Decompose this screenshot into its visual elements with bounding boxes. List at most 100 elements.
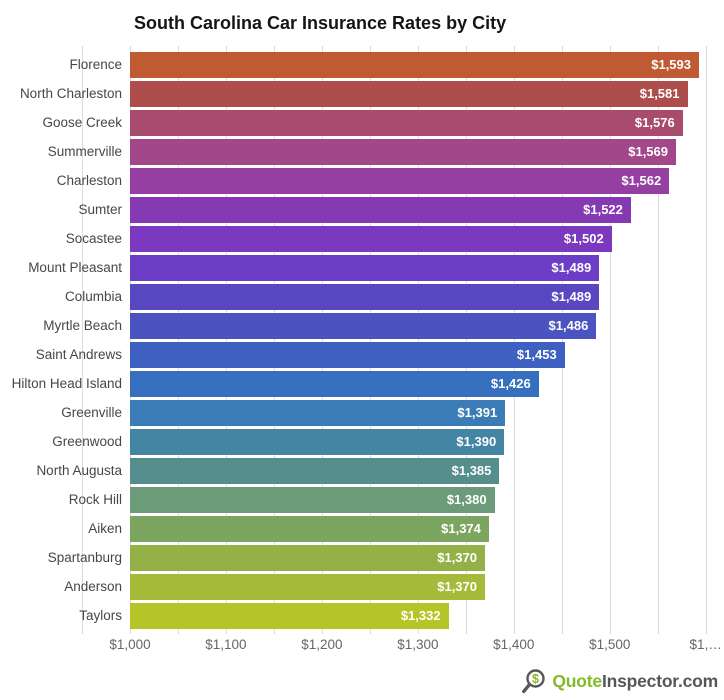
bar: $1,385 [130, 458, 500, 484]
category-label: Florence [69, 57, 122, 72]
bar-row: Rock Hill $1,380 [0, 487, 724, 513]
bar-value-label: $1,489 [551, 289, 592, 304]
bar-value-label: $1,489 [551, 260, 592, 275]
bar-row: Summerville $1,569 [0, 139, 724, 165]
bar-value-label: $1,453 [516, 347, 557, 362]
category-label: Taylors [79, 608, 122, 623]
bar-value-label: $1,390 [456, 434, 497, 449]
category-label: Mount Pleasant [28, 260, 122, 275]
bar-value-label: $1,370 [437, 550, 477, 565]
gridline [225, 46, 227, 634]
bar: $1,569 [130, 139, 676, 165]
bar: $1,370 [130, 545, 485, 571]
category-label: Aiken [88, 521, 122, 536]
gridline [321, 46, 323, 634]
bar-value-label: $1,385 [451, 463, 492, 478]
brand-text: QuoteInspector.com [552, 671, 718, 692]
bar: $1,374 [130, 516, 489, 542]
magnifier-dollar-icon: $ [522, 668, 546, 693]
bar-value-label: $1,374 [441, 521, 481, 536]
gridline [130, 46, 131, 634]
bar: $1,391 [130, 400, 506, 426]
bar-value-label: $1,370 [437, 579, 477, 594]
bar: $1,489 [130, 255, 600, 281]
bar: $1,370 [130, 574, 485, 600]
bar: $1,489 [130, 284, 600, 310]
bar: $1,390 [130, 429, 505, 455]
x-axis-tick-label: $1,300 [397, 637, 439, 652]
gridline [178, 46, 179, 634]
gridline [561, 46, 563, 634]
x-axis-tick-label: $1,200 [301, 637, 343, 652]
bar: $1,593 [130, 52, 699, 78]
category-label: Spartanburg [47, 550, 122, 565]
category-label: Hilton Head Island [11, 376, 122, 391]
gridline [609, 46, 611, 634]
bar-row: Columbia $1,489 [0, 284, 724, 310]
bar-value-label: $1,502 [563, 231, 604, 246]
gridline [369, 46, 371, 634]
chart-title: South Carolina Car Insurance Rates by Ci… [134, 13, 507, 33]
category-label: Charleston [56, 173, 122, 188]
bar-row: Taylors $1,332 [0, 603, 724, 629]
gridline [513, 46, 515, 634]
category-label: Goose Creek [42, 115, 122, 130]
bar-row: Greenville $1,391 [0, 400, 724, 426]
x-axis-tick-label: $1,000 [109, 637, 151, 652]
bar-row: Mount Pleasant $1,489 [0, 255, 724, 281]
bar-row: Anderson $1,370 [0, 574, 724, 600]
bar: $1,486 [130, 313, 597, 339]
bar-value-label: $1,522 [583, 202, 623, 217]
category-label: Myrtle Beach [43, 318, 122, 333]
gridline [417, 46, 419, 634]
bar: $1,522 [130, 197, 631, 223]
category-label: Greenville [61, 405, 122, 420]
brand-watermark: $ QuoteInspector.com [521, 666, 718, 696]
x-axis-tick-label: $1,100 [205, 637, 247, 652]
bar-row: North Charleston $1,581 [0, 81, 724, 107]
bar-value-label: $1,426 [490, 376, 531, 391]
bar-row: Aiken $1,374 [0, 516, 724, 542]
bar-value-label: $1,391 [457, 405, 498, 420]
category-label: Rock Hill [68, 492, 122, 507]
bar: $1,581 [130, 81, 688, 107]
bar-row: Goose Creek $1,576 [0, 110, 724, 136]
gridline [465, 46, 467, 634]
bar-row: Sumter $1,522 [0, 197, 724, 223]
bar-row: Myrtle Beach $1,486 [0, 313, 724, 339]
bar-value-label: $1,581 [639, 86, 680, 101]
gridline [657, 46, 659, 634]
bar-row: Hilton Head Island $1,426 [0, 371, 724, 397]
bar-row: North Augusta $1,385 [0, 458, 724, 484]
category-label: Summerville [47, 144, 122, 159]
x-axis-tick-label: $1,400 [493, 637, 535, 652]
gridline [705, 46, 707, 634]
bar-row: Spartanburg $1,370 [0, 545, 724, 571]
bar: $1,562 [130, 168, 670, 194]
category-label: Sumter [78, 202, 122, 217]
brand-inspector: Inspector.com [601, 670, 718, 691]
bar-row: Saint Andrews $1,453 [0, 342, 724, 368]
bar-value-label: $1,576 [634, 115, 675, 130]
bar: $1,502 [130, 226, 612, 252]
category-label: Socastee [65, 231, 122, 246]
bar-value-label: $1,562 [621, 173, 662, 188]
bar: $1,453 [130, 342, 565, 368]
bar-row: Greenwood $1,390 [0, 429, 724, 455]
category-label: North Augusta [36, 463, 122, 478]
bar-value-label: $1,486 [548, 318, 589, 333]
category-label: North Charleston [19, 86, 122, 101]
gridline [82, 46, 83, 634]
bar: $1,332 [130, 603, 449, 629]
bar: $1,576 [130, 110, 683, 136]
bar-value-label: $1,380 [446, 492, 487, 507]
bar-value-label: $1,569 [628, 144, 668, 159]
brand-quote: Quote [552, 670, 602, 691]
bar-row: Florence $1,593 [0, 52, 724, 78]
bar-row: Charleston $1,562 [0, 168, 724, 194]
category-label: Columbia [64, 289, 122, 304]
category-label: Saint Andrews [35, 347, 122, 362]
bar-value-label: $1,593 [651, 57, 691, 72]
